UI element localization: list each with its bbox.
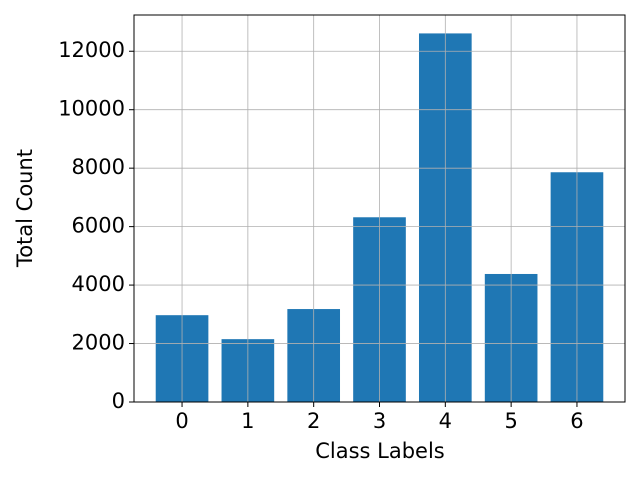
y-tick-label: 6000 [72, 214, 125, 238]
y-tick-label: 4000 [72, 272, 125, 296]
y-tick-label: 0 [112, 389, 125, 413]
x-tick-label: 1 [241, 409, 254, 433]
x-tick-label: 0 [175, 409, 188, 433]
x-tick-label: 3 [373, 409, 386, 433]
y-tick-label: 8000 [72, 155, 125, 179]
plot-frame [133, 14, 626, 403]
x-axis-label: Class Labels [315, 439, 445, 463]
y-tick-label: 2000 [72, 331, 125, 355]
y-tick-label: 10000 [58, 97, 125, 121]
x-tick-label: 6 [570, 409, 583, 433]
x-tick-label: 2 [307, 409, 320, 433]
y-tick-label: 12000 [58, 38, 125, 62]
x-tick-label: 4 [439, 409, 452, 433]
y-axis-label: Total Count [13, 149, 37, 268]
x-tick-label: 5 [504, 409, 517, 433]
